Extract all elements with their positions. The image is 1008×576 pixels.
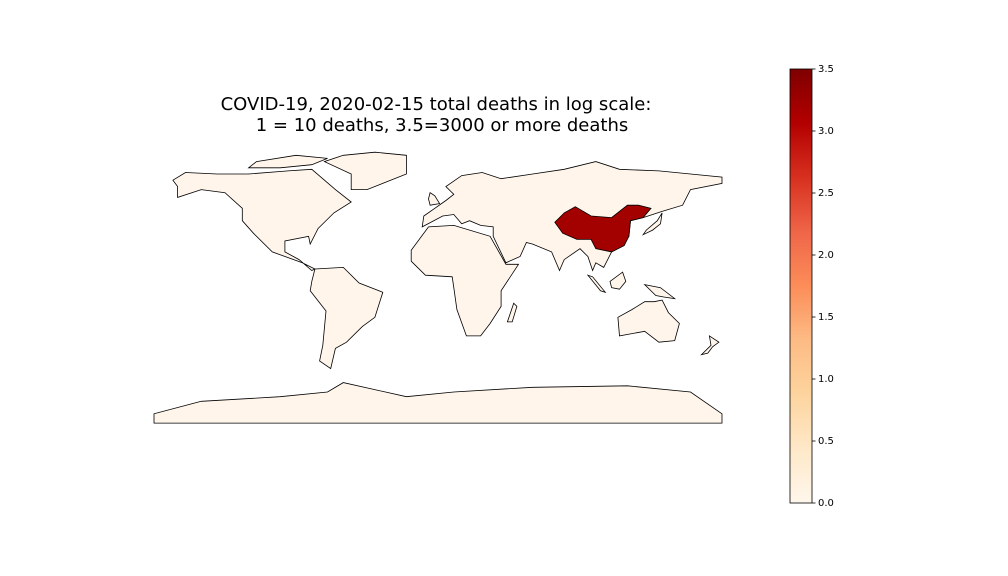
madagascar (506, 302, 518, 323)
title-line: 1 = 10 deaths, 3.5=3000 or more deaths (256, 115, 629, 136)
region (554, 204, 652, 253)
colorbar-tick-label: 1.5 (818, 312, 834, 323)
antarctica (153, 382, 723, 424)
colorbar-tick-label: 2.5 (818, 188, 834, 199)
japan (641, 212, 663, 236)
colorbar-tick-label: 3.0 (818, 126, 834, 137)
colorbar-tick-label: 0.5 (818, 436, 834, 447)
colorbar-tick-label: 1.0 (818, 374, 834, 385)
south-america (309, 266, 384, 370)
greenland (323, 151, 407, 191)
world-map (153, 151, 723, 424)
colorbar-tick-label: 2.0 (818, 250, 834, 261)
africa (410, 224, 520, 337)
borneo (609, 271, 627, 290)
colorbar-tick-label: 3.5 (818, 64, 834, 75)
canada-islands (247, 154, 328, 169)
new-guinea (643, 283, 677, 300)
australia (617, 299, 680, 343)
title-line: COVID-19, 2020-02-15 total deaths in log… (221, 94, 652, 115)
north-america (172, 168, 352, 271)
colorbar-tick-label: 0.0 (818, 498, 834, 509)
britain (428, 192, 441, 206)
sumatra (586, 274, 607, 294)
new-zealand (700, 335, 720, 356)
colorbar (789, 68, 813, 504)
